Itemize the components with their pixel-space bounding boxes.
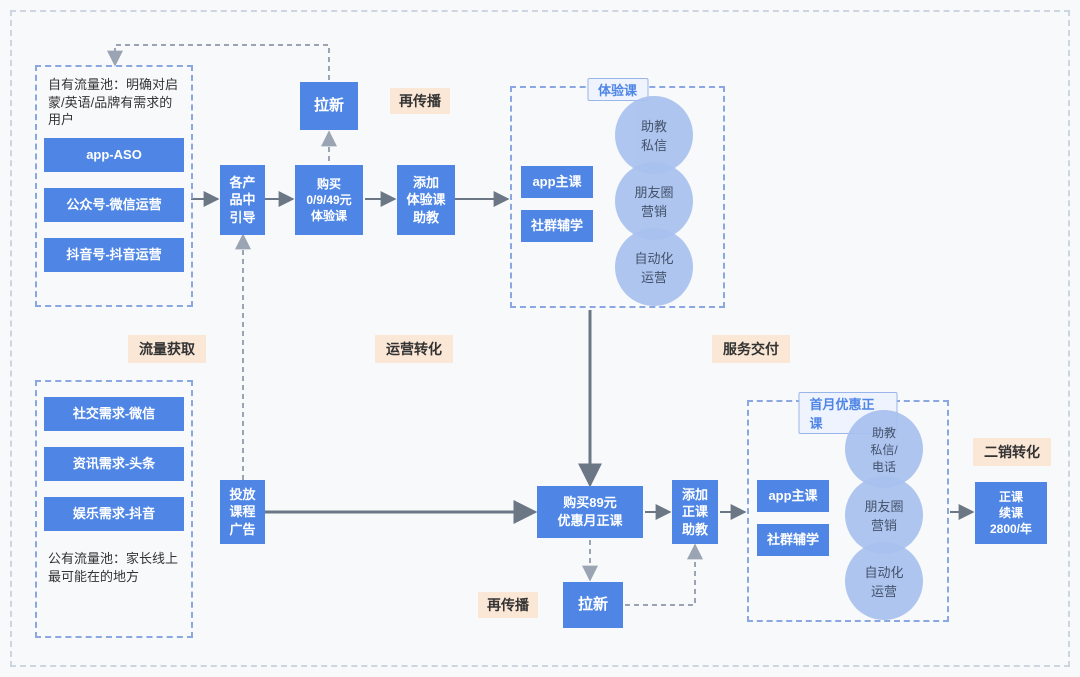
bottom-source-desc: 公有流量池：家长线上最可能在的地方: [42, 546, 188, 616]
top-src-douyin: 抖音号-抖音运营: [44, 238, 184, 272]
node-buy89: 购买89元优惠月正课: [537, 486, 643, 538]
main-circle-3: 自动化运营: [845, 542, 923, 620]
bot-src-toutiao: 资讯需求-头条: [44, 447, 184, 481]
node-guide: 各产品中引导: [220, 165, 265, 235]
node-add-trial-ta: 添加体验课助教: [397, 165, 455, 235]
callout-resell: 二销转化: [973, 438, 1051, 466]
node-buy-trial: 购买0/9/49元体验课: [295, 165, 363, 235]
trial-left-2: 社群辅学: [521, 210, 593, 242]
top-src-wechat: 公众号-微信运营: [44, 188, 184, 222]
callout-spread-top: 再传播: [390, 88, 450, 114]
node-laxin-bottom: 拉新: [563, 582, 623, 628]
trial-box-title: 体验课: [587, 78, 648, 101]
trial-left-1: app主课: [521, 166, 593, 198]
callout-traffic: 流量获取: [128, 335, 206, 363]
main-left-2: 社群辅学: [757, 524, 829, 556]
callout-spread-bottom: 再传播: [478, 592, 538, 618]
node-ads: 投放课程广告: [220, 480, 265, 544]
callout-service: 服务交付: [712, 335, 790, 363]
main-left-1: app主课: [757, 480, 829, 512]
node-add-main-ta: 添加正课助教: [672, 480, 718, 544]
node-final: 正课续课2800/年: [975, 482, 1047, 544]
top-src-app-aso: app-ASO: [44, 138, 184, 172]
bot-src-wechat: 社交需求-微信: [44, 397, 184, 431]
bot-src-douyin: 娱乐需求-抖音: [44, 497, 184, 531]
trial-circle-3: 自动化运营: [615, 228, 693, 306]
diagram-stage: 自有流量池：明确对启蒙/英语/品牌有需求的用户 app-ASO 公众号-微信运营…: [0, 0, 1080, 677]
callout-operate: 运营转化: [375, 335, 453, 363]
top-source-desc: 自有流量池：明确对启蒙/英语/品牌有需求的用户: [42, 72, 188, 134]
node-laxin-top: 拉新: [300, 82, 358, 130]
